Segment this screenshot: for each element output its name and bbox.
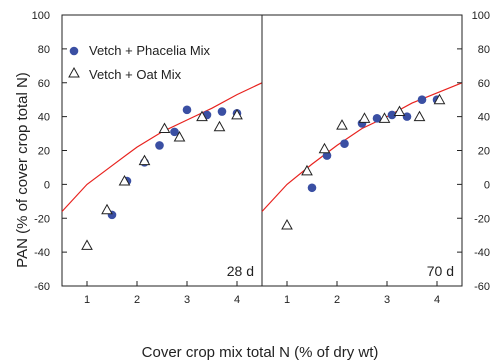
point-oat	[138, 154, 151, 166]
legend-phacelia-label: Vetch + Phacelia Mix	[89, 43, 211, 58]
y-axis-title: PAN (% of cover crop total N)	[14, 72, 31, 268]
point-oat	[318, 142, 331, 154]
x-tick-label: 4	[434, 294, 440, 306]
point-oat	[281, 218, 293, 230]
point-oat	[158, 122, 171, 133]
y-axis-right: -60 -40 -20 0 20 40 60 80 100	[457, 10, 490, 293]
point-oat	[378, 112, 391, 123]
point-oat	[81, 239, 93, 250]
y-tick-label-right: 40	[478, 112, 490, 124]
point-oat	[213, 120, 226, 132]
point-phacelia	[387, 110, 397, 120]
panel-70d: 1 2 3 4 70 d	[261, 14, 463, 306]
y-tick-label-left: -60	[34, 281, 50, 293]
y-tick-label-right: 0	[484, 179, 490, 191]
x-tick-label: 1	[284, 294, 290, 306]
y-tick-label-left: -20	[34, 213, 50, 225]
y-tick-label-left: 0	[44, 179, 50, 191]
point-oat	[231, 108, 243, 120]
y-tick-label-left: 100	[32, 10, 50, 22]
point-oat	[173, 130, 186, 142]
fit-curve	[261, 82, 463, 212]
x-tick-label: 4	[234, 294, 240, 306]
x-tick-label: 2	[334, 294, 340, 306]
point-oat	[196, 110, 208, 122]
y-tick-label-right: -60	[474, 281, 490, 293]
point-phacelia	[182, 105, 192, 115]
point-phacelia	[307, 183, 317, 193]
point-oat	[433, 93, 446, 105]
point-oat	[393, 105, 406, 117]
point-oat	[118, 174, 131, 186]
y-tick-label-right: 80	[478, 44, 490, 56]
y-tick-label-left: 80	[38, 44, 50, 56]
y-tick-label-left: -40	[34, 247, 50, 259]
point-phacelia	[372, 114, 382, 123]
point-phacelia	[170, 127, 179, 137]
x-tick-label: 3	[184, 294, 190, 306]
legend-oat-label: Vetch + Oat Mix	[89, 67, 182, 82]
point-phacelia	[417, 95, 427, 104]
legend-phacelia-marker	[69, 46, 79, 56]
point-phacelia	[217, 107, 227, 116]
point-phacelia	[322, 151, 332, 160]
panel-label: 70 d	[427, 263, 454, 279]
x-axis-title: Cover crop mix total N (% of dry wt)	[142, 344, 379, 361]
point-phacelia	[340, 139, 349, 149]
y-tick-label-left: 20	[38, 146, 50, 158]
legend: Vetch + Phacelia Mix Vetch + Oat Mix	[68, 43, 211, 82]
y-tick-label-right: 20	[478, 146, 490, 158]
y-tick-label-left: 60	[38, 78, 50, 90]
point-oat	[101, 203, 113, 215]
x-tick-label: 1	[84, 294, 90, 306]
x-tick-label: 2	[134, 294, 140, 306]
point-phacelia	[155, 141, 164, 150]
y-tick-label-right: 60	[478, 78, 490, 90]
panel-label: 28 d	[227, 263, 254, 279]
panel-28d: 1 2 3 4 28 d	[61, 14, 263, 306]
point-phacelia	[402, 112, 412, 121]
point-oat	[413, 110, 426, 122]
point-oat	[301, 164, 313, 176]
x-tick-label: 3	[384, 294, 390, 306]
panel-frame	[261, 14, 463, 287]
y-tick-label-right: -40	[474, 247, 490, 259]
point-oat	[336, 119, 348, 130]
legend-oat-marker	[68, 66, 80, 78]
point-oat	[358, 112, 371, 123]
y-axis-left: -60 -40 -20 0 20 40 60 80 100	[32, 10, 67, 293]
y-tick-label-right: 100	[472, 10, 490, 22]
y-tick-label-right: -20	[474, 213, 490, 225]
y-tick-label-left: 40	[38, 112, 50, 124]
